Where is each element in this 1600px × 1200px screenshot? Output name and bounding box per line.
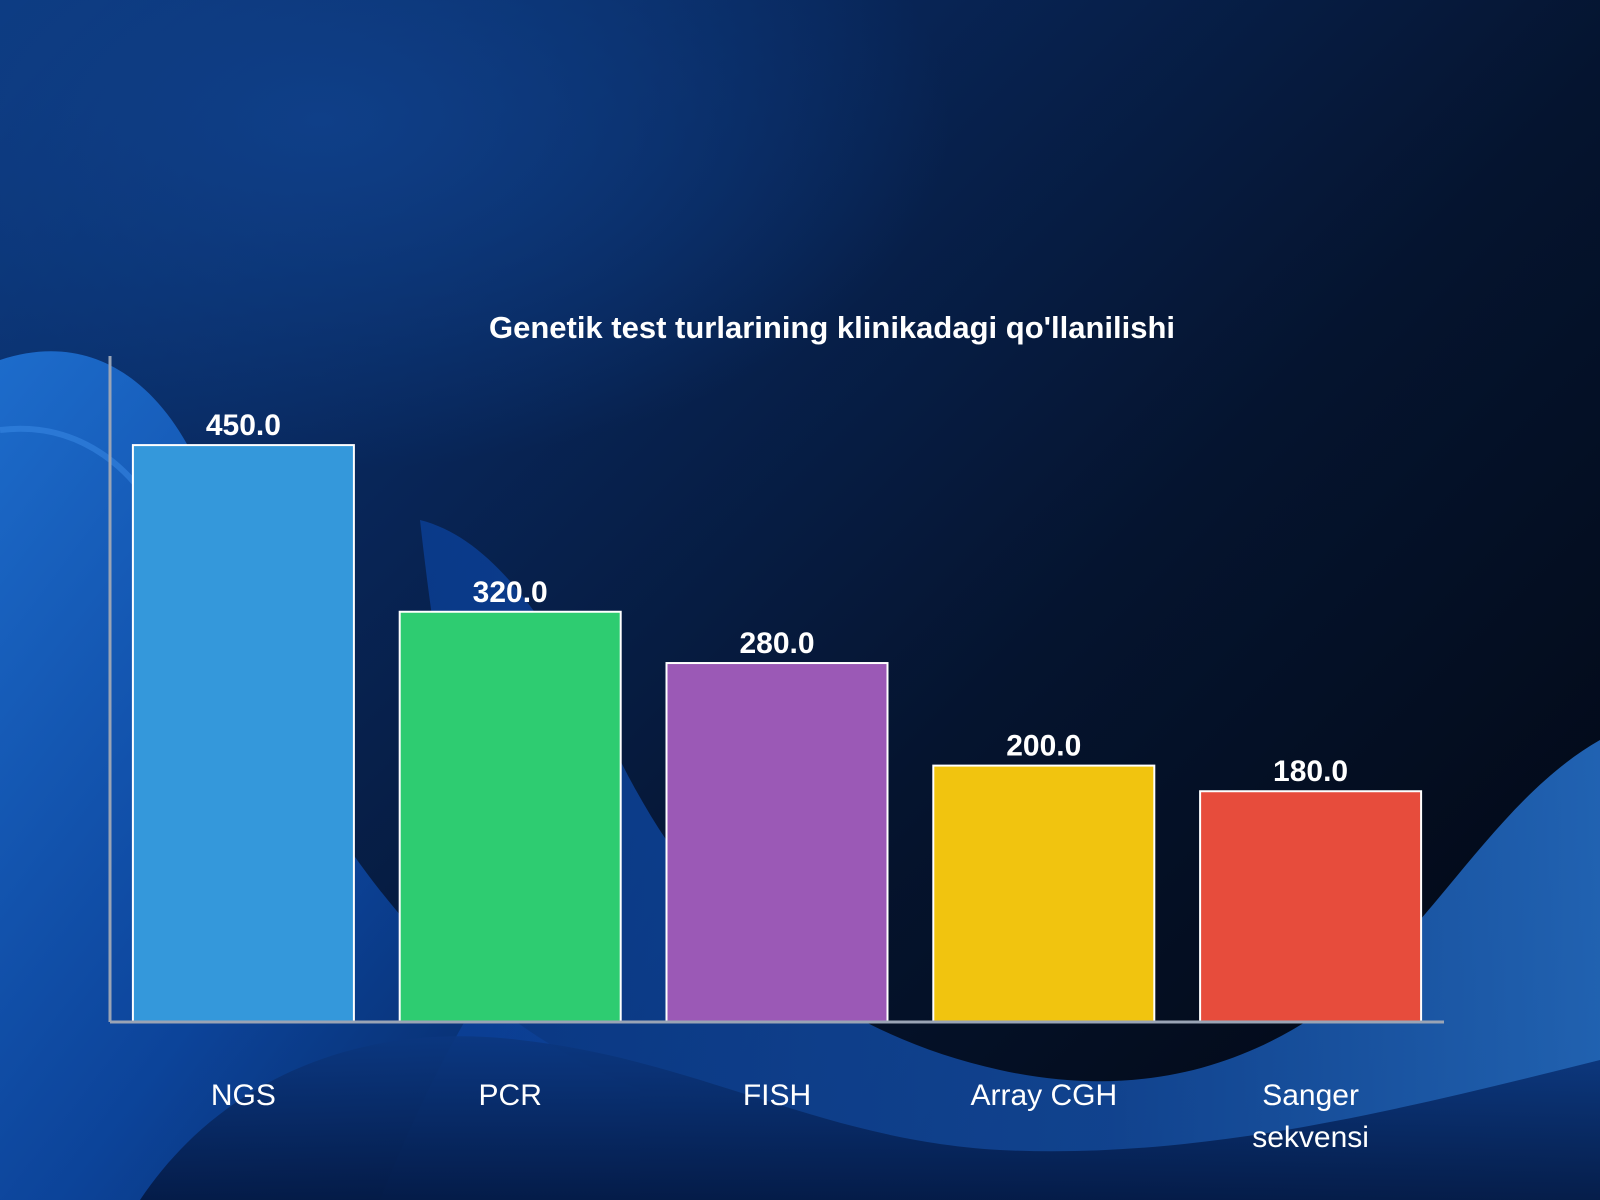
x-tick-label-array-cgh: Array CGH [970,1079,1117,1112]
x-tick-label-sanger-sekvensi: Sanger sekvensi [1252,1079,1369,1154]
value-label-sanger-sekvensi: 180.0 [1273,755,1348,788]
bar-pcr [398,610,622,1023]
value-label-ngs: 450.0 [206,409,281,442]
bar-array-cgh [932,764,1156,1023]
x-tick-label-ngs: NGS [211,1079,276,1112]
wave-middle [380,520,1600,1200]
bars-layer [131,444,1423,1024]
x-tick-label-pcr: PCR [479,1079,542,1112]
x-tick-label-fish: FISH [743,1079,811,1112]
chart-title: Genetik test turlarining klinikadagi qo'… [489,310,1175,345]
value-label-array-cgh: 200.0 [1006,730,1081,763]
bar-sanger-sekvensi [1199,790,1423,1023]
value-labels-layer: 450.0 320.0 280.0 200.0 180.0 [206,409,1348,788]
value-label-pcr: 320.0 [473,576,548,609]
bar-ngs [131,444,355,1024]
value-label-fish: 280.0 [739,627,814,660]
wave-bottom [140,1036,1600,1200]
bar-fish [665,662,889,1023]
x-tick-labels: NGS PCR FISH Array CGH Sanger sekvensi [211,1079,1369,1154]
